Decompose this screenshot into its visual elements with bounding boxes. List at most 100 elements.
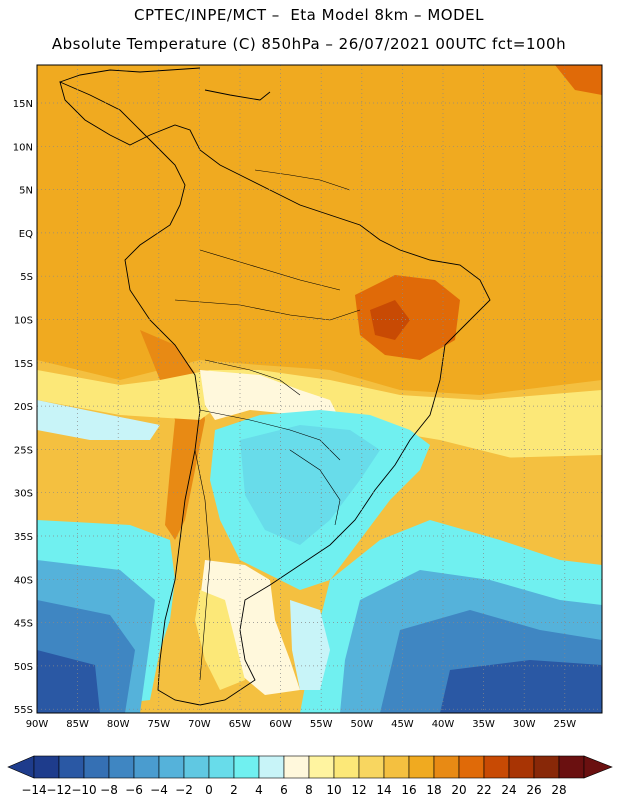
lon-label: 55W	[310, 719, 333, 730]
border-bolivia	[204, 359, 301, 396]
lon-label: 40W	[432, 719, 455, 730]
colorbar-label: 26	[526, 783, 541, 797]
colorbar-label: 12	[351, 783, 366, 797]
colorbar-label: 2	[230, 783, 238, 797]
field-patagonia-cream	[200, 560, 300, 695]
lon-label: 75W	[147, 719, 170, 730]
colorbar-label: 22	[476, 783, 491, 797]
lat-label: 15N	[13, 99, 33, 110]
colorbar: −14 −12 −10 −8 −6 −4 −2 0 2 4 6 8 10 12 14 16 18 20 22 24 26…	[7, 755, 613, 797]
lat-label: 20S	[14, 402, 33, 413]
map-field	[37, 65, 602, 713]
colorbar-swatch	[258, 755, 285, 779]
colorbar-label: 16	[401, 783, 416, 797]
colorbar-swatch	[533, 755, 560, 779]
lat-label: 55S	[14, 705, 33, 716]
border-peru-brazil	[174, 299, 361, 321]
colorbar-label: 10	[326, 783, 341, 797]
colorbar-label: 8	[305, 783, 313, 797]
colorbar-label: −12	[46, 783, 71, 797]
colorbar-swatch	[483, 755, 510, 779]
field-argentine-sea-pale	[290, 600, 330, 690]
lon-label: 70W	[188, 719, 211, 730]
chart-title-line2: Absolute Temperature (C) 850hPa – 26/07/…	[51, 35, 567, 53]
lon-label: 50W	[350, 719, 373, 730]
lat-label: EQ	[19, 229, 33, 240]
lat-label: 15S	[14, 359, 33, 370]
lon-label: 90W	[26, 719, 49, 730]
colorbar-max-arrow	[583, 755, 613, 779]
colorbar-label: 0	[205, 783, 213, 797]
colorbar-labels: −14 −12 −10 −8 −6 −4 −2 0 2 4 6 8 10 12 14 16 18 20 22 24 26…	[21, 783, 566, 797]
lat-label: 40S	[14, 575, 33, 586]
lat-label: 35S	[14, 532, 33, 543]
colorbar-label: −4	[150, 783, 168, 797]
country-borders	[174, 169, 361, 681]
field-hotter-brazil	[370, 300, 410, 340]
border-venezuela-guyana	[254, 169, 351, 191]
colorbar-label: 4	[255, 783, 263, 797]
lon-label: 35W	[472, 719, 495, 730]
colorbar-swatch	[358, 755, 385, 779]
field-pale-band	[37, 370, 602, 470]
colorbar-swatch	[58, 755, 85, 779]
lon-label: 45W	[391, 719, 414, 730]
colorbar-boxes	[7, 755, 613, 779]
colorbar-swatch	[433, 755, 460, 779]
field-cold-core	[240, 425, 380, 545]
lon-label: 65W	[229, 719, 252, 730]
colorbar-label: 14	[376, 783, 391, 797]
colorbar-swatch	[133, 755, 160, 779]
colorbar-swatch	[383, 755, 410, 779]
longitude-labels: 90W 85W 80W 75W 70W 65W 60W 55W 50W 45W 40W 35W 30W 2…	[26, 719, 577, 730]
colorbar-label: 18	[426, 783, 441, 797]
colorbar-swatch	[508, 755, 535, 779]
chart-title-line1: CPTEC/INPE/MCT – Eta Model 8km – MODEL	[134, 6, 484, 24]
field-hot-ne	[555, 65, 602, 95]
lon-label: 80W	[107, 719, 130, 730]
lat-label: 10S	[14, 316, 33, 327]
colorbar-swatch	[108, 755, 135, 779]
south-america-coast	[59, 81, 491, 706]
colorbar-swatch	[233, 755, 260, 779]
field-patagonia-yellow	[195, 590, 245, 690]
border-chile-argentina	[194, 449, 211, 681]
field-cream-interior	[200, 370, 340, 420]
colorbar-label: −10	[71, 783, 96, 797]
colorbar-label: −6	[125, 783, 143, 797]
field-pacific-pale	[37, 400, 160, 440]
colorbar-min-arrow	[7, 755, 35, 779]
lat-label: 10N	[13, 142, 33, 153]
colorbar-label: −8	[100, 783, 118, 797]
colorbar-swatch	[283, 755, 310, 779]
lat-label: 25S	[14, 445, 33, 456]
graticule	[37, 65, 602, 713]
colorbar-swatch	[83, 755, 110, 779]
colorbar-label: −2	[175, 783, 193, 797]
colorbar-swatch	[208, 755, 235, 779]
colorbar-label: 6	[280, 783, 288, 797]
border-colombia-brazil	[199, 249, 341, 291]
border-paraguay	[199, 409, 341, 461]
colorbar-label: −14	[21, 783, 46, 797]
field-south-pacific-deep	[37, 650, 100, 713]
colorbar-swatch	[33, 755, 60, 779]
colorbar-swatch	[183, 755, 210, 779]
colorbar-swatch	[458, 755, 485, 779]
lon-label: 25W	[553, 719, 576, 730]
colorbar-swatch	[408, 755, 435, 779]
latitude-labels: 15N 10N 5N EQ 5S 10S 15S 20S 25S 30S 35S 40S 45S 50S 5…	[13, 99, 33, 716]
colorbar-label: 24	[501, 783, 516, 797]
lon-label: 85W	[66, 719, 89, 730]
lat-label: 5S	[20, 272, 33, 283]
border-uruguay	[289, 449, 341, 526]
lat-label: 30S	[14, 489, 33, 500]
lat-label: 45S	[14, 619, 33, 630]
colorbar-swatch	[558, 755, 585, 779]
field-south-atlantic-deep	[440, 660, 602, 713]
colorbar-swatch	[158, 755, 185, 779]
colorbar-label: 20	[451, 783, 466, 797]
lon-label: 30W	[513, 719, 536, 730]
map-frame	[36, 64, 603, 714]
central-america-coast	[59, 67, 201, 83]
